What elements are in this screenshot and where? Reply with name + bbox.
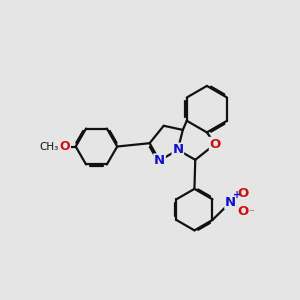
- Text: +: +: [233, 190, 241, 200]
- Text: O: O: [238, 205, 249, 218]
- Text: N: N: [154, 154, 165, 167]
- Text: N: N: [225, 196, 236, 209]
- Text: N: N: [172, 143, 183, 156]
- Text: CH₃: CH₃: [40, 142, 59, 152]
- Text: O: O: [210, 137, 221, 151]
- Text: O: O: [60, 140, 70, 153]
- Text: O: O: [238, 187, 249, 200]
- Text: ⁻: ⁻: [248, 208, 254, 218]
